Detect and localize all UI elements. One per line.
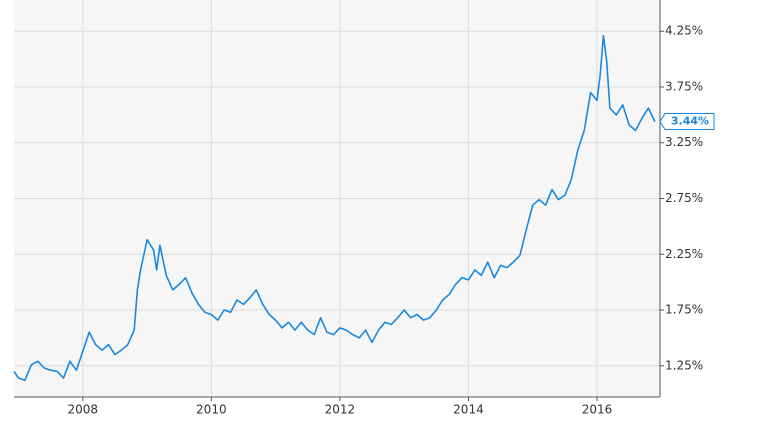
x-tick-label: 2012	[325, 403, 356, 417]
value-label-box	[659, 113, 715, 131]
y-tick-label: 3.25%	[665, 135, 703, 149]
y-tick-label: 1.75%	[665, 303, 703, 317]
line	[13, 34, 656, 382]
y-tick-label: 2.25%	[665, 247, 703, 261]
y-tick-label: 3.75%	[665, 79, 703, 93]
x-tick-label: 2010	[196, 403, 227, 417]
x-tick-label: 2008	[68, 403, 99, 417]
y-tick-label: 2.75%	[665, 191, 703, 205]
x-tick-label: 2016	[582, 403, 613, 417]
y-tick-label: 4.25%	[665, 24, 703, 38]
x-tick-label: 2014	[453, 403, 484, 417]
y-tick-label: 1.25%	[665, 358, 703, 372]
value-label: 3.44%	[671, 115, 709, 128]
